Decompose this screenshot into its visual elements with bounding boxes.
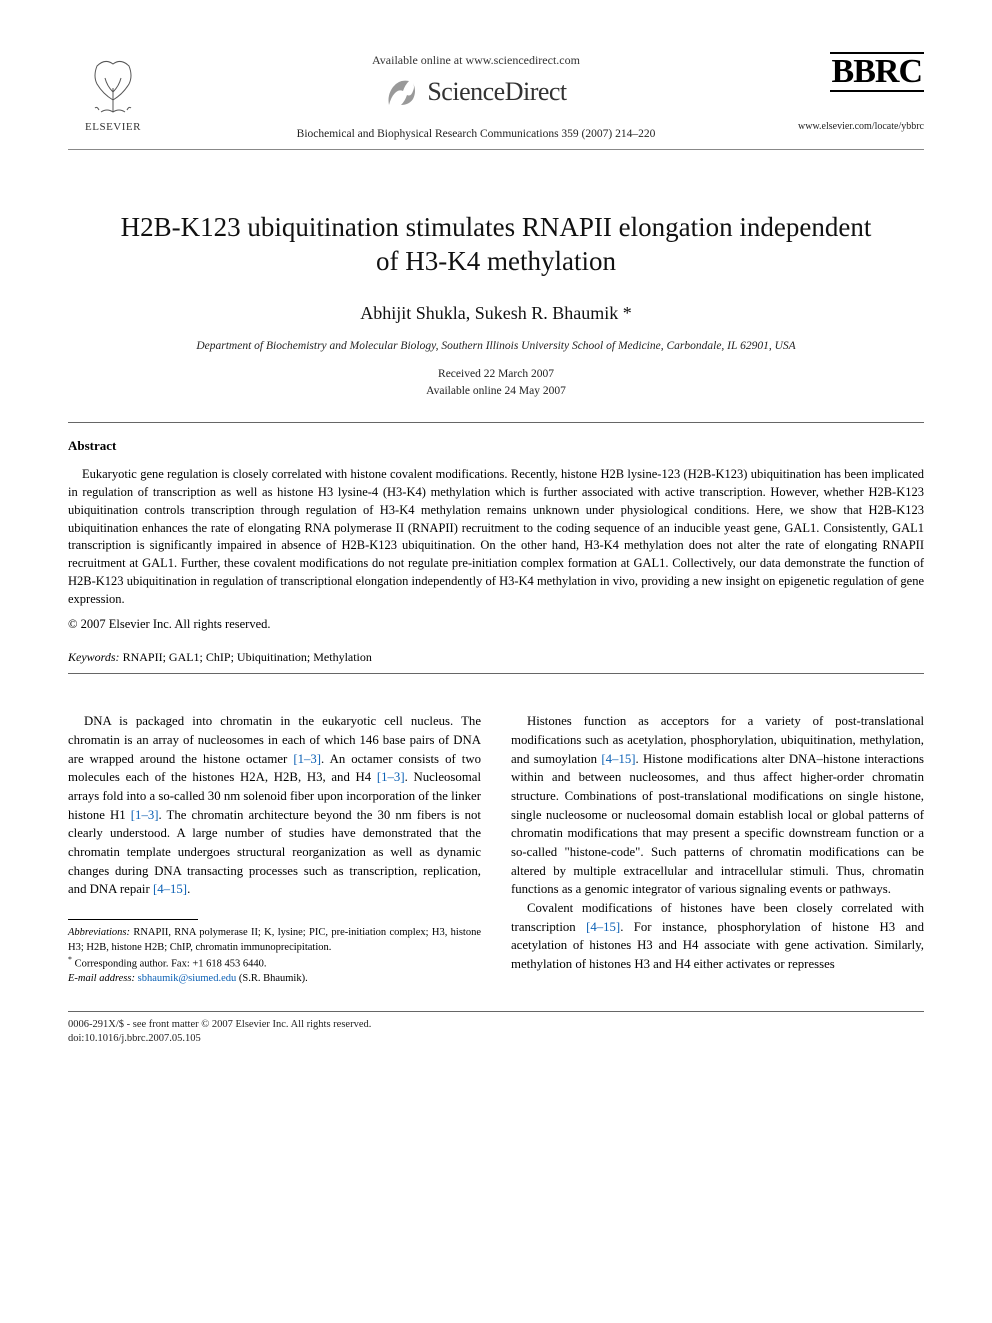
elsevier-logo-block: ELSEVIER — [68, 52, 158, 135]
center-header: Available online at www.sciencedirect.co… — [158, 52, 794, 143]
abstract-top-rule — [68, 422, 924, 423]
bbrc-block: BBRC www.elsevier.com/locate/ybbrc — [794, 52, 924, 133]
keywords-row: Keywords: RNAPII; GAL1; ChIP; Ubiquitina… — [68, 649, 924, 665]
email-tail: (S.R. Bhaumik). — [236, 973, 307, 984]
abbrev-text: RNAPII, RNA polymerase II; K, lysine; PI… — [68, 927, 481, 952]
abbrev-label: Abbreviations: — [68, 927, 130, 938]
body-text: . — [187, 882, 190, 896]
abstract-copyright: © 2007 Elsevier Inc. All rights reserved… — [68, 616, 924, 633]
footnote-rule — [68, 919, 198, 920]
footnote-corresponding: * Corresponding author. Fax: +1 618 453 … — [68, 955, 481, 972]
ref-link[interactable]: [1–3] — [377, 770, 405, 784]
bbrc-logo: BBRC — [830, 52, 924, 92]
column-left: DNA is packaged into chromatin in the eu… — [68, 712, 481, 986]
ref-link[interactable]: [4–15] — [153, 882, 187, 896]
sciencedirect-row: ScienceDirect — [385, 74, 566, 109]
available-online-text: Available online at www.sciencedirect.co… — [372, 52, 580, 68]
page-root: ELSEVIER Available online at www.science… — [0, 0, 992, 1086]
abstract-heading: Abstract — [68, 437, 924, 455]
footer-line-1: 0006-291X/$ - see front matter © 2007 El… — [68, 1018, 924, 1032]
header-rule — [68, 149, 924, 150]
email-label: E-mail address: — [68, 973, 135, 984]
available-date: Available online 24 May 2007 — [68, 384, 924, 400]
abstract-body: Eukaryotic gene regulation is closely co… — [68, 466, 924, 608]
abstract-bottom-rule — [68, 673, 924, 674]
footnotes: Abbreviations: RNAPII, RNA polymerase II… — [68, 926, 481, 986]
keywords-list: RNAPII; GAL1; ChIP; Ubiquitination; Meth… — [123, 650, 372, 664]
elsevier-wordmark: ELSEVIER — [85, 120, 141, 135]
affiliation: Department of Biochemistry and Molecular… — [68, 339, 924, 355]
journal-citation: Biochemical and Biophysical Research Com… — [297, 127, 656, 143]
article-title: H2B-K123 ubiquitination stimulates RNAPI… — [108, 210, 884, 279]
elsevier-tree-icon — [83, 52, 143, 118]
body-para-1: DNA is packaged into chromatin in the eu… — [68, 712, 481, 899]
ref-link[interactable]: [1–3] — [131, 808, 159, 822]
keywords-label: Keywords: — [68, 650, 120, 664]
received-date: Received 22 March 2007 — [68, 367, 924, 383]
footer-rule — [68, 1011, 924, 1012]
body-para-3: Covalent modifications of histones have … — [511, 899, 924, 974]
footnote-abbrev: Abbreviations: RNAPII, RNA polymerase II… — [68, 926, 481, 955]
body-columns: DNA is packaged into chromatin in the eu… — [68, 712, 924, 986]
sciencedirect-icon — [385, 75, 419, 109]
corr-text: Corresponding author. Fax: +1 618 453 64… — [72, 959, 267, 970]
abstract-text: Eukaryotic gene regulation is closely co… — [68, 466, 924, 608]
sciencedirect-wordmark: ScienceDirect — [427, 74, 566, 109]
footnote-email: E-mail address: sbhaumik@siumed.edu (S.R… — [68, 972, 481, 986]
ref-link[interactable]: [4–15] — [601, 752, 635, 766]
footer-line-2: doi:10.1016/j.bbrc.2007.05.105 — [68, 1032, 924, 1046]
ref-link[interactable]: [1–3] — [293, 752, 321, 766]
body-para-2: Histones function as acceptors for a var… — [511, 712, 924, 899]
email-link[interactable]: sbhaumik@siumed.edu — [135, 973, 236, 984]
body-text: . Histone modifications alter DNA–histon… — [511, 752, 924, 897]
bbrc-url: www.elsevier.com/locate/ybbrc — [798, 120, 924, 134]
ref-link[interactable]: [4–15] — [586, 920, 620, 934]
column-right: Histones function as acceptors for a var… — [511, 712, 924, 986]
authors: Abhijit Shukla, Sukesh R. Bhaumik * — [68, 301, 924, 325]
journal-header: ELSEVIER Available online at www.science… — [68, 52, 924, 143]
